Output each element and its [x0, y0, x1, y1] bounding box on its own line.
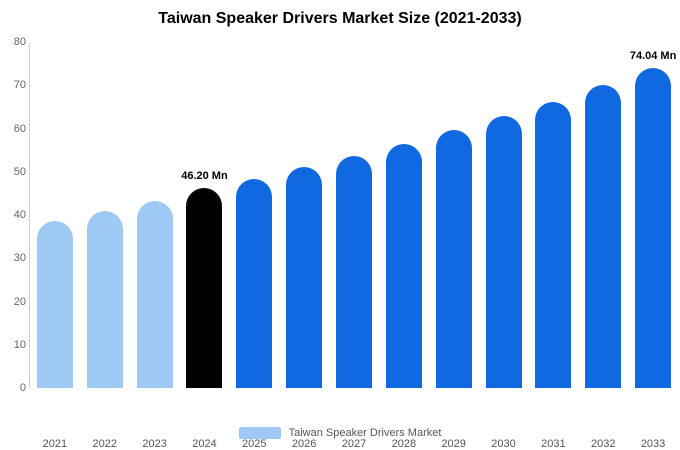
plot-area: 0 10 20 30 40 50 60 70 80 2021 2022 2023 2024 2025 202… [0, 36, 680, 450]
y-tick-label: 80 [13, 36, 26, 48]
x-axis-label-2025: 2025 [242, 438, 267, 450]
legend-label: Taiwan Speaker Drivers Market [288, 427, 442, 439]
y-tick-label: 60 [13, 122, 26, 135]
bar-2030 [485, 115, 522, 388]
x-axis-label-2029: 2029 [441, 438, 466, 450]
y-tick-label: 20 [13, 295, 26, 308]
x-axis-label-2021: 2021 [42, 438, 68, 450]
legend-swatch [238, 427, 281, 439]
bar-2028 [385, 144, 422, 388]
bar-2026 [286, 167, 323, 388]
y-tick-label: 50 [13, 165, 26, 178]
x-axis-label-2031: 2031 [541, 438, 566, 450]
bar-2033 [635, 67, 672, 388]
x-axis-label-2030: 2030 [491, 438, 516, 450]
bar-2022 [86, 210, 123, 388]
y-axis-line [29, 42, 30, 388]
x-axis-label-2022: 2022 [92, 438, 117, 450]
chart-title: Taiwan Speaker Drivers Market Size (2021… [158, 10, 522, 27]
x-axis-label-2024: 2024 [192, 438, 217, 450]
bar-2021 [36, 221, 73, 388]
x-axis-label-2026: 2026 [291, 438, 317, 450]
data-label-2024: 46.20 Mn [181, 170, 228, 183]
y-tick-label: 0 [19, 382, 26, 394]
bar-2031 [535, 101, 572, 388]
y-tick-label: 10 [13, 338, 26, 351]
legend: Taiwan Speaker Drivers Market [0, 424, 680, 442]
x-axis-label-2023: 2023 [142, 438, 167, 450]
bar-2023 [136, 200, 173, 388]
bar-2025 [236, 178, 273, 388]
y-tick-label: 40 [13, 209, 26, 221]
bar-2032 [585, 85, 622, 388]
y-tick-label: 30 [13, 252, 26, 265]
data-label-2033: 74.04 Mn [629, 49, 677, 62]
x-axis-label-2033: 2033 [640, 438, 666, 450]
bar-2027 [336, 155, 372, 388]
x-axis-label-2028: 2028 [391, 438, 417, 450]
x-axis-label-2027: 2027 [341, 438, 367, 450]
bar-2029 [435, 129, 472, 388]
bar-2024 [186, 188, 223, 388]
x-axis-label-2032: 2032 [590, 438, 616, 450]
y-tick-label: 70 [13, 79, 26, 92]
